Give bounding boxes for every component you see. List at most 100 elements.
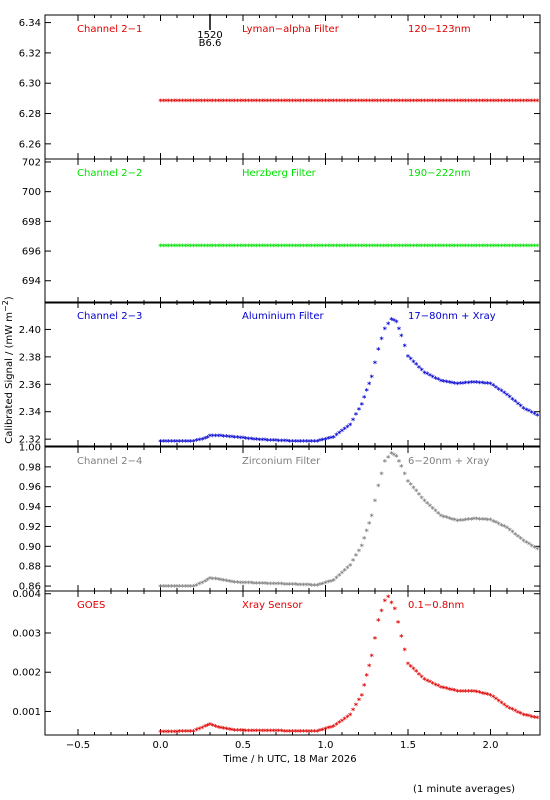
data-point: * xyxy=(167,243,172,252)
panel-filter-label: Aluminium Filter xyxy=(242,311,325,322)
data-point: * xyxy=(178,583,183,592)
data-point: * xyxy=(414,361,419,370)
data-point: * xyxy=(439,378,444,387)
data-point: * xyxy=(296,97,301,106)
data-point: * xyxy=(524,243,529,252)
data-point: * xyxy=(323,97,328,106)
data-point: * xyxy=(396,619,401,628)
data-point: * xyxy=(296,728,301,737)
data-point: * xyxy=(475,688,480,697)
data-point: * xyxy=(337,719,342,728)
y-tick-label: 6.32 xyxy=(19,48,41,59)
y-tick-label: 0.003 xyxy=(12,628,41,639)
data-point: * xyxy=(249,727,254,736)
data-point: * xyxy=(527,97,532,106)
data-point: * xyxy=(477,379,482,388)
data-point: * xyxy=(497,698,502,707)
data-point: * xyxy=(508,394,513,403)
data-point: * xyxy=(304,438,309,447)
data-point: * xyxy=(332,577,337,586)
y-tick-label: 1.00 xyxy=(19,443,41,454)
data-point: * xyxy=(480,516,485,525)
data-point: * xyxy=(318,727,323,736)
data-point: * xyxy=(491,694,496,703)
data-point: * xyxy=(274,728,279,737)
data-point: * xyxy=(461,380,466,389)
data-point: * xyxy=(304,97,309,106)
data-point: * xyxy=(480,97,485,106)
data-point: * xyxy=(271,580,276,589)
data-point: * xyxy=(483,97,488,106)
data-point: * xyxy=(530,409,535,418)
data-point: * xyxy=(164,728,169,737)
data-point: * xyxy=(475,243,480,252)
data-point: * xyxy=(293,243,298,252)
footnote: (1 minute averages) xyxy=(413,784,515,795)
data-point: * xyxy=(354,702,359,711)
data-point: * xyxy=(211,432,216,441)
data-point: * xyxy=(486,516,491,525)
data-point: * xyxy=(279,728,284,737)
data-point: * xyxy=(444,97,449,106)
data-point: * xyxy=(290,728,295,737)
data-point: * xyxy=(431,680,436,689)
data-point: * xyxy=(499,388,504,397)
data-point: * xyxy=(255,97,260,106)
data-point: * xyxy=(383,598,388,607)
data-point: * xyxy=(175,97,180,106)
data-point: * xyxy=(301,438,306,447)
data-point: * xyxy=(483,690,488,699)
data-point: * xyxy=(450,243,455,252)
data-point: * xyxy=(455,688,460,697)
y-tick-label: 6.26 xyxy=(19,139,41,150)
data-point: * xyxy=(194,437,199,446)
data-point: * xyxy=(505,704,510,713)
data-point: * xyxy=(334,432,339,441)
data-point: * xyxy=(172,728,177,737)
data-point: * xyxy=(455,380,460,389)
panel-band-label: 0.1−0.8nm xyxy=(408,600,464,611)
data-point: * xyxy=(175,438,180,447)
data-point: * xyxy=(417,491,422,500)
data-point: * xyxy=(293,97,298,106)
data-point: * xyxy=(444,514,449,523)
data-point: * xyxy=(343,243,348,252)
data-point: * xyxy=(367,243,372,252)
data-point: * xyxy=(442,97,447,106)
y-axis-label-close: ) xyxy=(4,296,15,300)
data-point: * xyxy=(516,243,521,252)
data-point: * xyxy=(164,97,169,106)
data-point: * xyxy=(502,523,507,532)
data-point: * xyxy=(486,691,491,700)
data-point: * xyxy=(370,373,375,382)
data-point: * xyxy=(178,728,183,737)
data-point: * xyxy=(436,243,441,252)
data-point: * xyxy=(532,544,537,553)
data-point: * xyxy=(208,243,213,252)
data-point: * xyxy=(406,97,411,106)
data-point: * xyxy=(348,243,353,252)
data-point: * xyxy=(200,724,205,733)
data-point: * xyxy=(208,97,213,106)
data-point: * xyxy=(535,715,540,724)
data-point: * xyxy=(398,97,403,106)
data-point: * xyxy=(216,243,221,252)
x-tick-label: −0.5 xyxy=(66,740,90,751)
data-point: * xyxy=(376,346,381,355)
data-point: * xyxy=(428,243,433,252)
data-point: * xyxy=(189,97,194,106)
data-point: * xyxy=(351,243,356,252)
data-point: * xyxy=(222,725,227,734)
data-point: * xyxy=(312,97,317,106)
data-point: * xyxy=(321,243,326,252)
data-point: * xyxy=(329,724,334,733)
data-point: * xyxy=(535,412,540,421)
x-tick-label: 1.0 xyxy=(318,740,334,751)
data-point: * xyxy=(186,583,191,592)
data-point: * xyxy=(447,686,452,695)
data-point: * xyxy=(205,722,210,731)
data-point: * xyxy=(172,243,177,252)
data-point: * xyxy=(205,434,210,443)
data-point: * xyxy=(310,97,315,106)
data-point: * xyxy=(497,386,502,395)
